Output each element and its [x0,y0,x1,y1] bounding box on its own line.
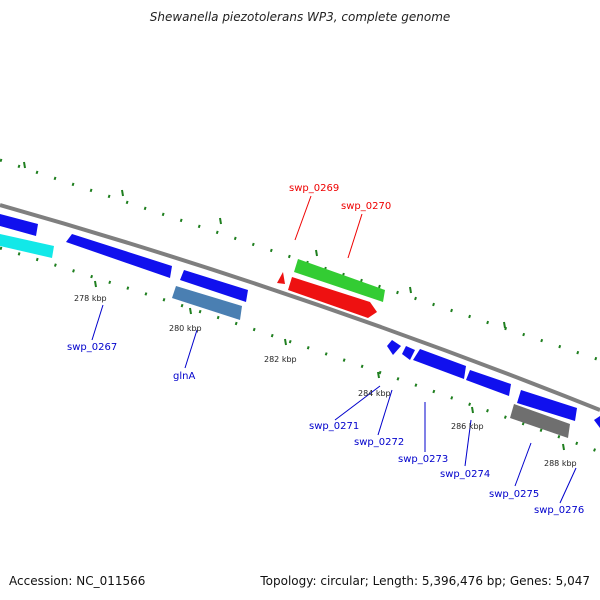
gene-arrow-cyan [0,234,54,258]
gene-label-swp-0274[interactable]: swp_0274 [440,469,490,480]
major-tick [503,321,506,329]
topology-summary: Topology: circular; Length: 5,396,476 bp… [260,574,590,588]
gene-arrow-red [288,277,377,318]
major-tick [471,406,474,414]
tick-label-284: 284 kbp [358,389,391,398]
gene-arrow-red-small [277,272,285,284]
gene-arrow-steel [172,286,242,320]
gene-arrow-blue [466,370,511,396]
gene-arrow-blue [66,234,172,278]
gene-arrow-blue [180,270,248,302]
gene-features [0,214,600,438]
gene-label-swp-0267[interactable]: swp_0267 [67,342,117,353]
tick-label-278: 278 kbp [74,294,107,303]
tick-label-288: 288 kbp [544,459,577,468]
major-tick [284,338,287,346]
gene-arrow-blue [387,340,401,355]
gene-label-swp-0275[interactable]: swp_0275 [489,489,539,500]
major-tick [121,189,124,197]
gene-arrow-blue [0,214,38,236]
gene-arrow-blue [594,416,600,428]
gene-label-swp-0276[interactable]: swp_0276 [534,505,584,516]
gene-arrow-gray [510,404,570,438]
major-tick [23,161,26,169]
page-title: Shewanella piezotolerans WP3, complete g… [149,10,451,24]
gene-arrow-blue [517,390,577,421]
major-tick [377,371,380,379]
leader-line-swp-0269 [294,195,312,241]
leader-line-swp-0272 [377,389,393,436]
tick-label-282: 282 kbp [264,355,297,364]
major-tick [409,286,412,294]
leader-line-glna [184,329,198,369]
major-tick [189,307,192,315]
tick-label-280: 280 kbp [169,324,202,333]
leader-line-swp-0274 [464,419,472,467]
major-tick [94,280,97,288]
tick-label-286: 286 kbp [451,422,484,431]
leader-lines [91,195,577,504]
gene-arrow-blue [402,346,415,360]
genome-backbone [0,203,600,412]
major-tick [315,249,318,257]
gene-label-swp-0272[interactable]: swp_0272 [354,437,404,448]
leader-line-swp-0275 [514,442,532,487]
major-ticks [23,161,565,451]
gene-arrow-green [294,259,385,302]
leader-line-swp-0276 [559,467,577,504]
leader-line-swp-0271 [334,385,381,421]
accession-text: Accession: NC_011566 [9,574,146,588]
major-tick [562,443,565,451]
gene-arrow-blue [413,349,466,379]
leader-line-swp-0267 [91,304,104,341]
gene-label-swp-0273[interactable]: swp_0273 [398,454,448,465]
gene-label-swp-0271[interactable]: swp_0271 [309,421,359,432]
major-tick [219,217,222,225]
gene-label-swp-0269[interactable]: swp_0269 [289,183,339,194]
leader-line-swp-0270 [347,213,363,259]
gene-label-glna[interactable]: glnA [173,371,195,382]
gene-label-swp-0270[interactable]: swp_0270 [341,201,391,212]
